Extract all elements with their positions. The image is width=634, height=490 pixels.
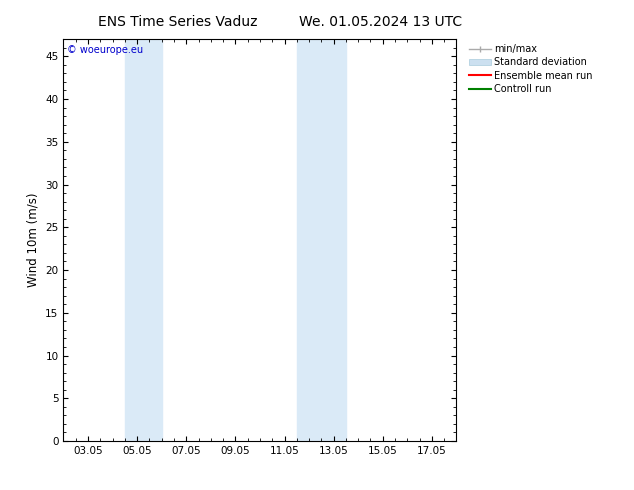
Text: © woeurope.eu: © woeurope.eu [67,45,143,55]
Bar [125,39,162,441]
Legend: min/max, Standard deviation, Ensemble mean run, Controll run: min/max, Standard deviation, Ensemble me… [469,44,593,94]
Bar [297,39,346,441]
Text: ENS Time Series Vaduz: ENS Time Series Vaduz [98,15,257,29]
Text: We. 01.05.2024 13 UTC: We. 01.05.2024 13 UTC [299,15,462,29]
Y-axis label: Wind 10m (m/s): Wind 10m (m/s) [27,193,40,287]
